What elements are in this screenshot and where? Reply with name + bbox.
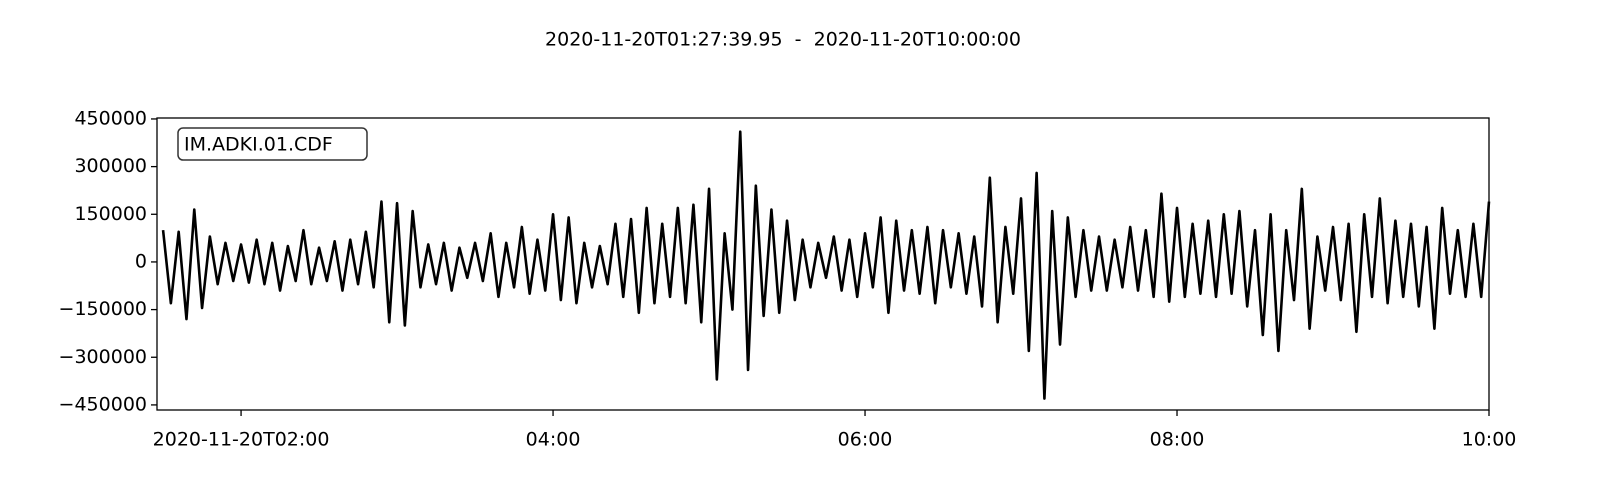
plot-frame: [156, 117, 1490, 411]
y-tick-label: 0: [135, 250, 147, 272]
y-tick-label: 300000: [74, 155, 147, 177]
x-tick-label: 08:00: [1150, 429, 1205, 451]
y-tick-label: −150000: [59, 298, 147, 320]
y-tick-label: −300000: [59, 346, 147, 368]
x-tick-label: 10:00: [1462, 429, 1517, 451]
y-tick-label: 150000: [74, 203, 147, 225]
trace-label: IM.ADKI.01.CDF: [184, 134, 333, 156]
y-tick-label: 450000: [74, 107, 147, 129]
x-tick-label: 2020-11-20T02:00: [153, 429, 330, 451]
y-tick-label: −450000: [59, 393, 147, 415]
waveform: [161, 130, 1491, 400]
x-tick-label: 04:00: [526, 429, 581, 451]
chart-title: 2020-11-20T01:27:39.95 - 2020-11-20T10:0…: [545, 29, 1021, 51]
trace-label-box: [177, 127, 368, 161]
x-tick-label: 06:00: [838, 429, 893, 451]
